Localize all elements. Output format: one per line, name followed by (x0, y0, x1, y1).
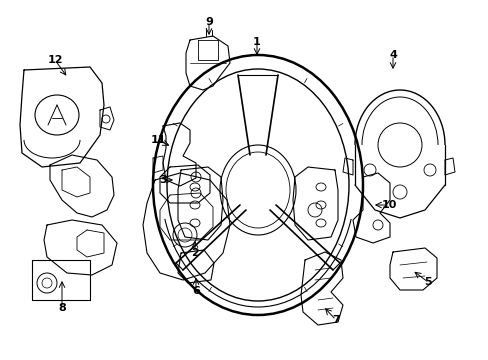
Text: 6: 6 (192, 286, 200, 296)
Text: 7: 7 (331, 315, 339, 325)
Text: 11: 11 (150, 135, 165, 145)
Text: 10: 10 (381, 200, 396, 210)
Text: 12: 12 (47, 55, 62, 65)
Text: 1: 1 (253, 37, 260, 47)
Text: 2: 2 (191, 248, 199, 258)
Text: 4: 4 (388, 50, 396, 60)
Text: 9: 9 (204, 17, 212, 27)
Text: 8: 8 (58, 303, 66, 313)
Text: 5: 5 (423, 277, 431, 287)
Text: 3: 3 (159, 175, 166, 185)
